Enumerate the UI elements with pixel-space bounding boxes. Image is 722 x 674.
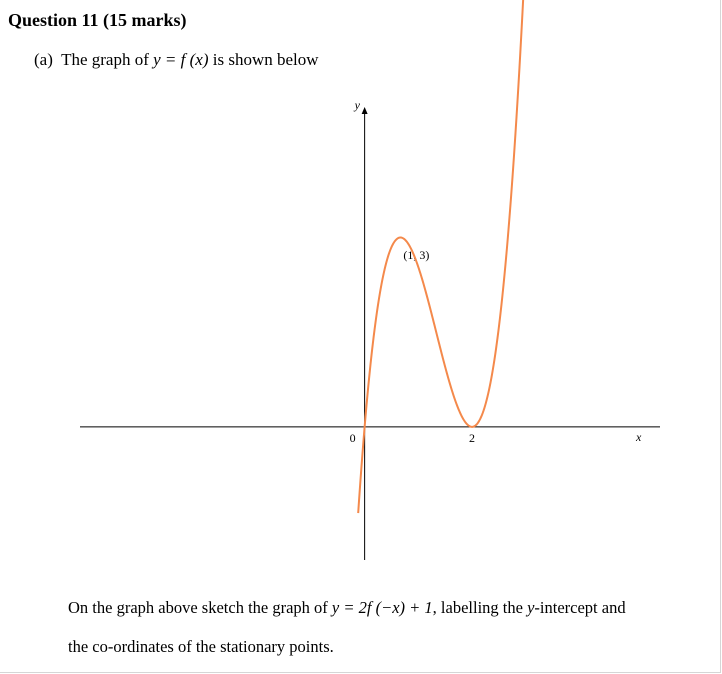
x-tick-label-origin: 0	[350, 431, 356, 445]
x-tick-label-2: 2	[469, 431, 475, 445]
part-a-text-before: The graph of	[61, 50, 149, 69]
part-a-text-after: is shown below	[212, 50, 319, 69]
part-a-statement: (a) The graph of y = f (x) is shown belo…	[34, 50, 319, 70]
instruction-text-3: -intercept and	[534, 598, 626, 617]
instruction-text-1: On the graph above sketch the graph of	[68, 598, 328, 617]
instruction-line-1: On the graph above sketch the graph of y…	[68, 598, 708, 618]
stationary-point-label: (1, 3)	[403, 248, 429, 262]
instruction-math-2: y	[527, 598, 535, 617]
instruction-text-2: , labelling the	[432, 598, 523, 617]
x-axis-label: x	[635, 430, 642, 444]
part-a-math: y = f (x)	[153, 50, 209, 69]
question-heading: Question 11 (15 marks)	[8, 10, 187, 30]
y-axis-label: y	[354, 98, 361, 112]
y-axis-arrowhead	[361, 107, 368, 114]
curve-y-equals-f-x	[357, 0, 525, 514]
instruction-line-2: the co-ordinates of the stationary point…	[68, 637, 334, 656]
part-a-label: (a)	[34, 50, 53, 69]
instruction-math-1: y = 2f (−x) + 1	[331, 598, 433, 617]
